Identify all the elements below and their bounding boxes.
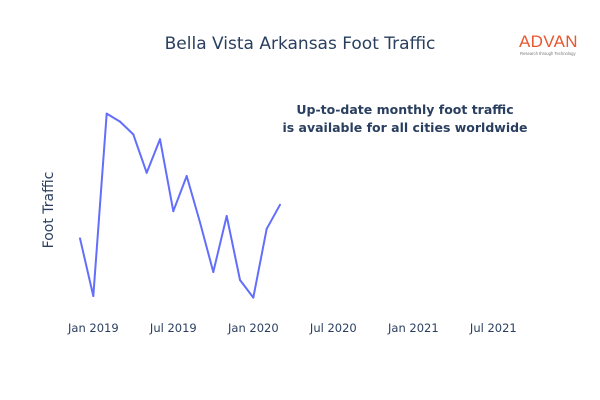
x-tick-label: Jan 2021 — [387, 321, 439, 335]
x-tick-label: Jul 2019 — [149, 321, 197, 335]
data-point — [119, 120, 121, 123]
data-point — [185, 175, 188, 177]
data-point — [199, 221, 201, 224]
data-point — [239, 279, 241, 281]
x-tick-label: Jul 2021 — [469, 321, 517, 335]
data-point — [132, 133, 135, 136]
data-point — [105, 112, 108, 115]
data-point — [279, 203, 281, 206]
x-tick-label: Jan 2020 — [227, 321, 279, 335]
data-point — [79, 237, 81, 240]
promo-annotation: Up-to-date monthly foot traffic is avail… — [270, 101, 540, 137]
annotation-line-1: Up-to-date monthly foot traffic — [296, 102, 514, 117]
annotation-line-2: is available for all cities worldwide — [282, 120, 528, 135]
data-point — [252, 296, 255, 299]
data-point — [225, 215, 228, 217]
chart-title: Bella Vista Arkansas Foot Traffic — [164, 34, 436, 54]
data-point — [145, 171, 148, 174]
data-point — [159, 138, 161, 141]
x-axis-ticks: Jan 2019 Jul 2019 Jan 2020 Jul 2020 Jan 2021… — [67, 321, 517, 335]
series-line — [79, 112, 281, 299]
x-tick-label: Jul 2020 — [309, 321, 357, 335]
data-point — [172, 210, 175, 213]
series-points — [79, 112, 281, 299]
advan-logo: ADVAN Research through Technology — [519, 33, 585, 59]
logo-wordmark: ADVAN — [519, 32, 578, 51]
data-point — [265, 227, 268, 230]
data-point — [212, 271, 215, 273]
data-point — [92, 295, 95, 297]
x-tick-label: Jan 2019 — [67, 321, 119, 335]
logo-tagline: Research through Technology — [520, 51, 576, 56]
